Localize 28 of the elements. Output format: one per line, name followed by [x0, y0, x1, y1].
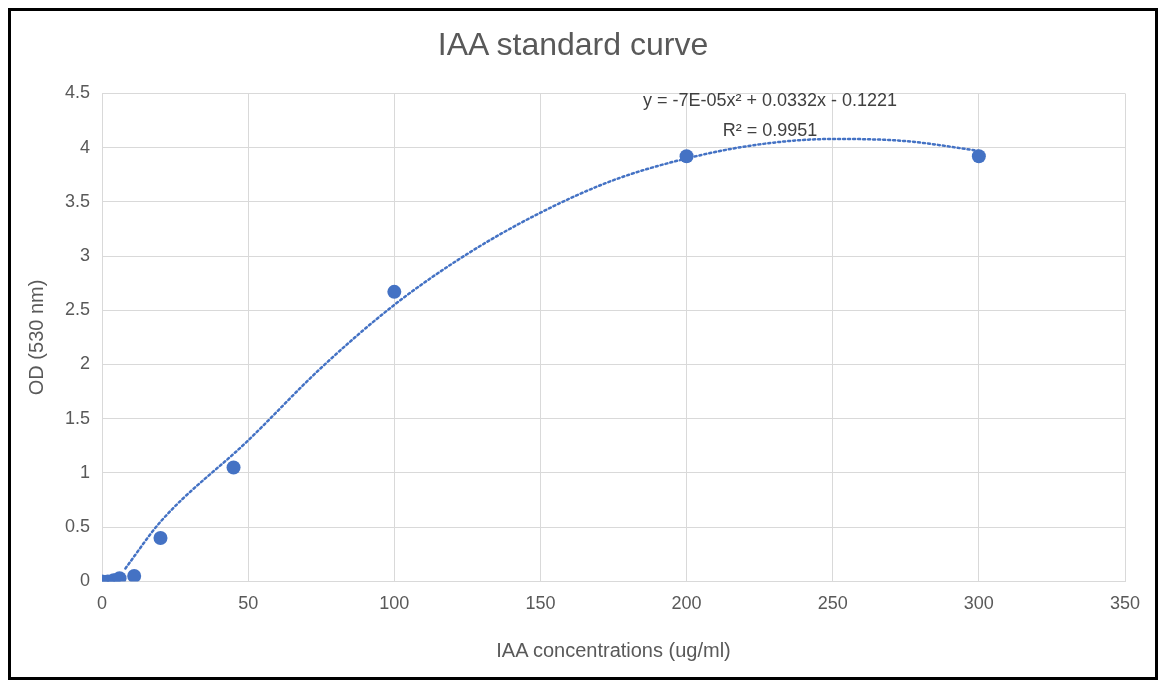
- x-axis-title: IAA concentrations (ug/ml): [496, 638, 731, 661]
- x-tick-label: 300: [963, 593, 994, 614]
- point: [971, 149, 986, 164]
- y-tick-label: 4.5: [64, 82, 91, 103]
- y-tick-label: 1.5: [64, 407, 91, 428]
- y-tick-label: 3: [80, 245, 91, 266]
- y-tick-label: 1: [80, 461, 91, 482]
- y-tick-label: 2.5: [64, 299, 91, 320]
- x-tick-label: 50: [238, 593, 259, 614]
- y-tick-label: 4: [80, 136, 91, 157]
- point: [387, 284, 402, 299]
- chart-title: IAA standard curve: [437, 26, 709, 63]
- point: [679, 149, 694, 164]
- x-tick-label: 350: [1109, 593, 1141, 614]
- y-tick-label: 0.5: [64, 516, 91, 537]
- annotation: R² = 0.9951: [722, 120, 818, 141]
- point: [127, 568, 142, 582]
- annotation: y = -7E-05x² + 0.0332x - 0.1221: [642, 90, 898, 111]
- y-tick-label: 3.5: [64, 190, 91, 211]
- y-tick-label: 0: [80, 570, 91, 591]
- y-axis-title: OD (530 nm): [24, 279, 47, 396]
- x-tick-label: 150: [525, 593, 556, 614]
- x-tick-label: 0: [97, 593, 108, 614]
- point: [226, 460, 241, 475]
- x-tick-label: 250: [817, 593, 848, 614]
- x-tick-label: 100: [379, 593, 410, 614]
- x-tick-label: 200: [671, 593, 702, 614]
- y-tick-label: 2: [80, 353, 91, 374]
